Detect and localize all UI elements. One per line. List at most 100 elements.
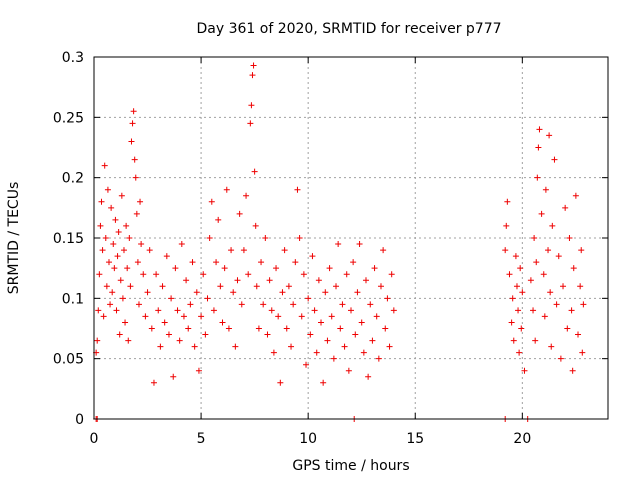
data-point	[253, 283, 260, 290]
data-point	[142, 313, 149, 320]
data-point	[367, 301, 374, 308]
data-point	[98, 198, 105, 205]
data-point	[109, 289, 116, 296]
data-point	[245, 271, 252, 278]
data-point	[100, 313, 107, 320]
data-point	[176, 337, 183, 344]
y-tick-label: 0.15	[53, 231, 84, 247]
data-point	[510, 337, 517, 344]
data-point	[380, 247, 387, 254]
data-point	[315, 277, 322, 284]
data-point	[268, 307, 275, 314]
data-point	[546, 132, 553, 139]
data-point	[137, 198, 144, 205]
data-point	[515, 307, 522, 314]
data-point	[352, 331, 359, 338]
data-point	[307, 331, 314, 338]
data-point	[262, 235, 269, 241]
data-point	[193, 289, 200, 296]
data-point	[130, 108, 137, 115]
y-tick-label: 0.2	[62, 171, 84, 187]
grid	[94, 57, 608, 419]
data-point	[570, 265, 577, 272]
data-point	[300, 271, 307, 278]
data-point	[252, 222, 259, 229]
data-point	[243, 192, 250, 199]
data-point	[527, 277, 534, 284]
data-point	[228, 247, 235, 254]
data-point	[504, 198, 511, 205]
data-point	[119, 295, 126, 302]
data-point	[303, 361, 310, 368]
data-points	[93, 62, 587, 422]
data-point	[230, 289, 237, 296]
data-point	[110, 241, 117, 248]
x-tick-label: 20	[513, 431, 531, 447]
data-point	[202, 331, 209, 338]
y-axis-title: SRMTID / TECUs	[6, 182, 22, 295]
data-point	[96, 271, 103, 278]
y-tick-labels: 0 0.05 0.1 0.15 0.2 0.25 0.3	[53, 50, 84, 428]
data-point	[155, 307, 162, 314]
data-point	[516, 349, 523, 356]
data-point	[535, 144, 542, 151]
data-point	[240, 247, 247, 254]
data-point	[326, 265, 333, 272]
data-point	[178, 241, 185, 248]
data-point	[534, 174, 541, 181]
data-point	[105, 259, 112, 266]
data-point	[213, 259, 220, 266]
data-point	[191, 343, 198, 350]
data-point	[377, 283, 384, 290]
data-point	[200, 271, 207, 278]
data-point	[311, 307, 318, 314]
data-point	[195, 367, 202, 374]
data-point	[509, 295, 516, 302]
data-point	[174, 307, 181, 314]
data-point	[124, 265, 131, 272]
data-point	[115, 228, 122, 235]
data-point	[356, 241, 363, 248]
data-point	[118, 192, 125, 199]
data-point	[324, 337, 331, 344]
data-point	[512, 253, 519, 260]
data-point	[95, 307, 102, 314]
data-point	[189, 259, 196, 266]
data-point	[350, 259, 357, 266]
data-point	[103, 283, 110, 290]
data-point	[333, 283, 340, 290]
data-point	[369, 337, 376, 344]
axis-ticks	[93, 56, 608, 420]
y-tick-label: 0.3	[62, 50, 84, 66]
data-point	[547, 289, 554, 296]
data-point	[532, 337, 539, 344]
data-point	[215, 216, 222, 223]
y-tick-label: 0.25	[53, 110, 84, 126]
data-point	[305, 295, 312, 302]
data-point	[292, 259, 299, 266]
x-tick-label: 5	[197, 431, 206, 447]
data-point	[148, 325, 155, 332]
data-point	[517, 265, 524, 272]
data-point	[298, 313, 305, 320]
data-point	[163, 253, 170, 260]
data-point	[113, 307, 120, 314]
data-point	[266, 277, 273, 284]
data-point	[236, 210, 243, 217]
data-point	[104, 186, 111, 193]
data-point	[503, 222, 510, 229]
data-point	[125, 337, 132, 344]
data-point	[275, 313, 282, 320]
data-point	[549, 222, 556, 229]
data-point	[343, 271, 350, 278]
data-point	[538, 210, 545, 217]
data-point	[309, 253, 316, 260]
data-point	[365, 373, 372, 380]
data-point	[206, 235, 213, 241]
data-point	[328, 313, 335, 320]
data-point	[150, 379, 157, 386]
data-point	[569, 367, 576, 374]
data-point	[99, 247, 106, 254]
data-point	[153, 271, 160, 278]
data-point	[111, 265, 118, 272]
